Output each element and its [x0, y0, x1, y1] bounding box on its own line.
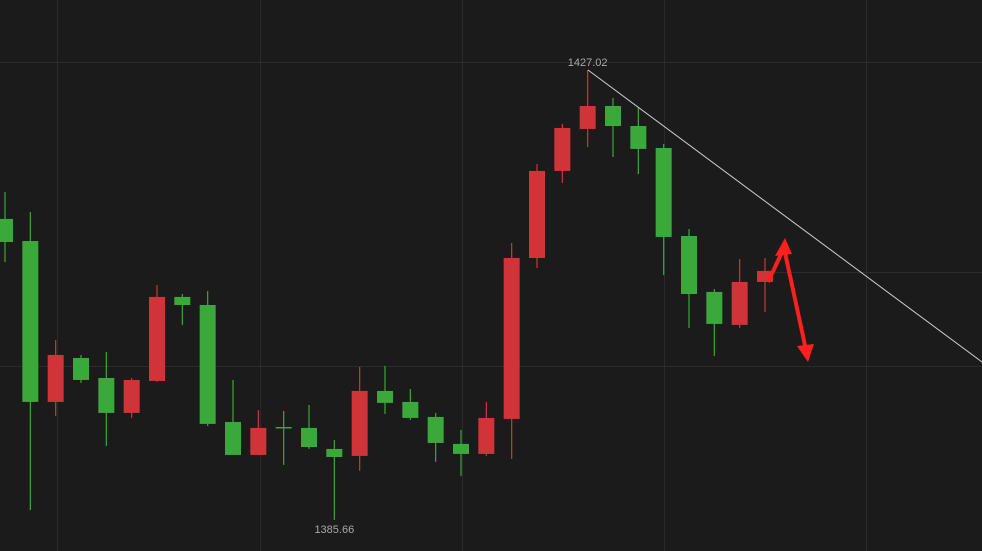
- candle-body: [377, 390, 393, 403]
- arrow-head: [797, 344, 814, 362]
- candle-body: [579, 105, 596, 129]
- candle-body: [199, 304, 216, 424]
- candle-body: [706, 291, 723, 324]
- candle-body: [630, 125, 647, 149]
- candle-body: [47, 354, 64, 402]
- candle-body: [757, 270, 773, 282]
- candle-body: [326, 448, 343, 457]
- candle-body: [427, 416, 444, 443]
- trend-line: [587, 69, 982, 363]
- candle-body: [123, 379, 140, 413]
- candle-body: [22, 241, 39, 402]
- candle-body: [174, 296, 191, 305]
- candle-body: [478, 417, 495, 454]
- candle-body: [275, 426, 292, 429]
- candle-body: [655, 147, 672, 237]
- labels: 1427.02 1385.66: [314, 57, 607, 536]
- candle-body: [73, 357, 89, 380]
- candle-body: [250, 427, 267, 455]
- candle-body: [301, 427, 317, 447]
- candle-body: [149, 296, 165, 381]
- candles: [0, 69, 773, 520]
- red-arrow: [766, 238, 814, 362]
- candle-body: [98, 377, 115, 413]
- arrow-head: [775, 238, 792, 256]
- candle-body: [402, 401, 419, 418]
- low-label: 1385.66: [314, 524, 354, 536]
- candle-body: [351, 390, 368, 456]
- candle-body: [731, 281, 748, 325]
- candle-body: [681, 236, 697, 294]
- candle-body: [503, 257, 520, 419]
- candle-body: [225, 421, 241, 455]
- candle-body: [453, 443, 469, 454]
- candle-body: [0, 218, 13, 242]
- candle-body: [529, 170, 545, 258]
- high-label: 1427.02: [568, 57, 608, 69]
- candle-body: [605, 105, 621, 126]
- candle-body: [554, 127, 571, 171]
